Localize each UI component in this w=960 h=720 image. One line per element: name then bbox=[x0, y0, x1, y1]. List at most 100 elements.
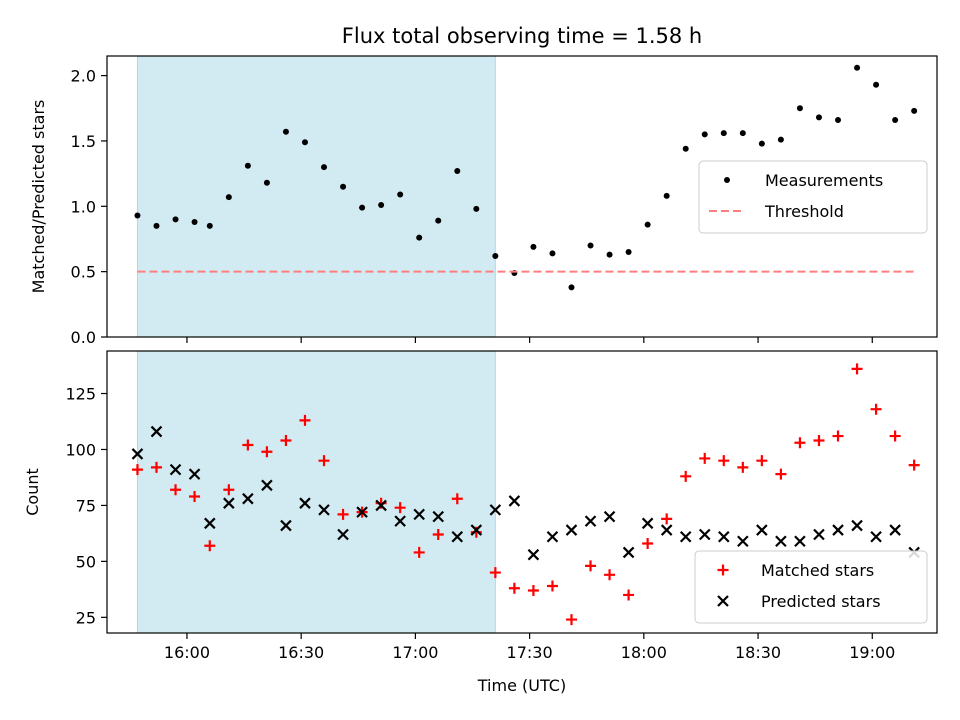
legend-box bbox=[698, 160, 928, 234]
predicted-star-point bbox=[394, 515, 406, 527]
predicted-star-point bbox=[413, 508, 425, 521]
observing-window-band bbox=[136, 350, 496, 634]
measurement-point bbox=[191, 218, 198, 225]
measurement-point bbox=[530, 243, 537, 250]
predicted-star-point bbox=[188, 468, 201, 480]
matched-star-point bbox=[318, 455, 330, 467]
measurement-point bbox=[225, 194, 232, 201]
axes-frame bbox=[106, 55, 938, 338]
predicted-star-point bbox=[622, 546, 635, 559]
matched-star-point bbox=[623, 589, 635, 601]
measurement-point bbox=[263, 179, 270, 186]
matched-star-point bbox=[189, 490, 201, 502]
measurement-point bbox=[625, 249, 632, 256]
predicted-star-point bbox=[451, 530, 464, 543]
x-tick-label: 17:00 bbox=[392, 643, 438, 662]
predicted-star-point bbox=[299, 497, 311, 509]
matched-star-point bbox=[394, 502, 406, 514]
predicted-star-point bbox=[565, 524, 578, 536]
y-tick-label: 0.5 bbox=[71, 263, 96, 282]
matched-star-point bbox=[508, 582, 520, 594]
measurement-point bbox=[206, 222, 213, 229]
predicted-star-point bbox=[204, 517, 216, 530]
measurement-point bbox=[473, 205, 480, 212]
measurement-point bbox=[340, 183, 347, 190]
bottom-panel: 25 50 75 100 125 16:00 16:30 17:00 17:30 18:00 18:… bbox=[23, 350, 938, 695]
matched-star-point bbox=[737, 461, 749, 473]
measurement-point bbox=[682, 145, 689, 152]
measurement-point bbox=[397, 191, 404, 198]
x-tick-label: 17:30 bbox=[507, 643, 553, 662]
predicted-star-point bbox=[718, 530, 730, 543]
predicted-star-point bbox=[794, 535, 806, 548]
y-tick-label: 50 bbox=[76, 552, 96, 571]
predicted-star-point bbox=[432, 510, 445, 523]
y-tick-label: 100 bbox=[65, 440, 96, 459]
predicted-star-point bbox=[756, 524, 768, 536]
measurement-point bbox=[359, 204, 366, 211]
measurement-point bbox=[701, 131, 708, 138]
measurement-point bbox=[153, 222, 160, 229]
legend-label: Threshold bbox=[764, 202, 844, 221]
predicted-star-point bbox=[318, 504, 330, 516]
matched-star-point bbox=[527, 584, 539, 596]
y-tick-label: 75 bbox=[76, 496, 96, 515]
y-axis-label: Matched/Predicted stars bbox=[29, 100, 48, 294]
legend-marker-measurements bbox=[724, 177, 730, 183]
y-tick-label: 125 bbox=[65, 385, 96, 404]
matched-star-point bbox=[718, 455, 730, 467]
predicted-star-point bbox=[337, 528, 349, 541]
matched-star-point bbox=[280, 435, 292, 447]
matched-star-point bbox=[699, 452, 711, 464]
predicted-star-point bbox=[660, 524, 673, 536]
measurement-point bbox=[720, 130, 727, 137]
matched-star-point bbox=[150, 461, 162, 473]
y-tick-label: 1.5 bbox=[71, 132, 96, 151]
measurement-point bbox=[606, 251, 613, 258]
predicted-star-point bbox=[851, 519, 863, 532]
predicted-star-point bbox=[280, 519, 292, 532]
matched-star-point bbox=[432, 529, 444, 541]
figure-title: Flux total observing time = 1.58 h bbox=[342, 24, 702, 48]
predicted-star-point bbox=[489, 504, 502, 516]
predicted-star-point bbox=[641, 517, 654, 530]
predicted-star-point bbox=[889, 524, 901, 536]
predicted-star-point bbox=[679, 530, 692, 543]
axes-frame bbox=[106, 350, 938, 634]
matched-star-point bbox=[851, 363, 863, 375]
measurement-point bbox=[873, 81, 880, 88]
matched-star-point bbox=[489, 567, 501, 579]
x-tick-label: 16:30 bbox=[278, 643, 324, 662]
measurement-point bbox=[758, 140, 765, 147]
predicted-star-point bbox=[584, 515, 597, 527]
matched-star-point bbox=[413, 546, 425, 558]
measurement-point bbox=[134, 212, 141, 219]
measurement-point bbox=[587, 242, 594, 249]
predicted-star-point bbox=[813, 528, 825, 541]
matched-star-point bbox=[813, 435, 825, 447]
measurement-point bbox=[492, 252, 499, 259]
x-tick-label: 19:00 bbox=[849, 643, 895, 662]
matched-star-point bbox=[170, 484, 182, 496]
predicted-star-point bbox=[603, 510, 616, 523]
matched-star-point bbox=[680, 470, 692, 482]
measurement-point bbox=[644, 221, 651, 228]
measurement-point bbox=[301, 139, 308, 146]
x-tick-label: 18:00 bbox=[621, 643, 667, 662]
measurement-point bbox=[815, 114, 822, 121]
matched-star-point bbox=[565, 614, 577, 626]
measurement-point bbox=[568, 284, 575, 291]
legend-label: Measurements bbox=[765, 171, 883, 190]
predicted-star-point bbox=[375, 499, 387, 512]
predicted-star-point bbox=[870, 530, 882, 543]
matched-star-point bbox=[794, 437, 806, 449]
measurement-point bbox=[321, 164, 328, 171]
predicted-star-point bbox=[832, 524, 844, 536]
y-tick-label: 1.0 bbox=[71, 197, 96, 216]
predicted-star-point bbox=[131, 448, 144, 460]
legend-marker-predicted bbox=[717, 595, 729, 607]
matched-star-point bbox=[661, 513, 673, 525]
predicted-star-point bbox=[242, 492, 254, 505]
predicted-star-point bbox=[150, 425, 163, 438]
y-tick-label: 0.0 bbox=[71, 328, 96, 347]
